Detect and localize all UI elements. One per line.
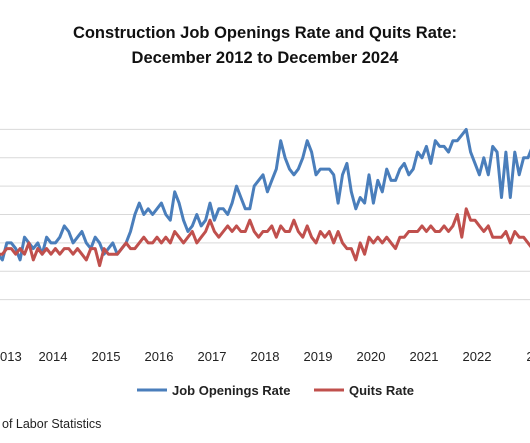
- legend-label-quits: Quits Rate: [349, 383, 414, 398]
- x-tick-label: 2020: [357, 349, 386, 364]
- chart-title: Construction Job Openings Rate and Quits…: [73, 24, 457, 42]
- x-axis-ticks: 013 2014 2015 2016 2017 2018 2019 2020 2021 2022 2: [0, 349, 530, 364]
- x-tick-label: 2022: [463, 349, 492, 364]
- chart-subtitle: December 2012 to December 2024: [132, 49, 400, 67]
- series-job-openings-line: [0, 127, 530, 262]
- series-quits-line: [0, 207, 530, 268]
- x-tick-label: 2015: [92, 349, 121, 364]
- x-tick-label: 2017: [198, 349, 227, 364]
- x-tick-label: 2014: [39, 349, 68, 364]
- legend-label-job-openings: Job Openings Rate: [172, 383, 290, 398]
- series-lines: [0, 127, 530, 268]
- x-tick-label: 2016: [145, 349, 174, 364]
- x-tick-label: 2021: [410, 349, 439, 364]
- x-tick-label: 2019: [304, 349, 333, 364]
- legend: Job Openings Rate Quits Rate: [137, 383, 414, 398]
- gridlines: [0, 128, 530, 301]
- x-tick-label: 013: [0, 349, 22, 364]
- x-tick-label: 2: [526, 349, 530, 364]
- source-note: of Labor Statistics: [2, 417, 101, 431]
- x-tick-label: 2018: [251, 349, 280, 364]
